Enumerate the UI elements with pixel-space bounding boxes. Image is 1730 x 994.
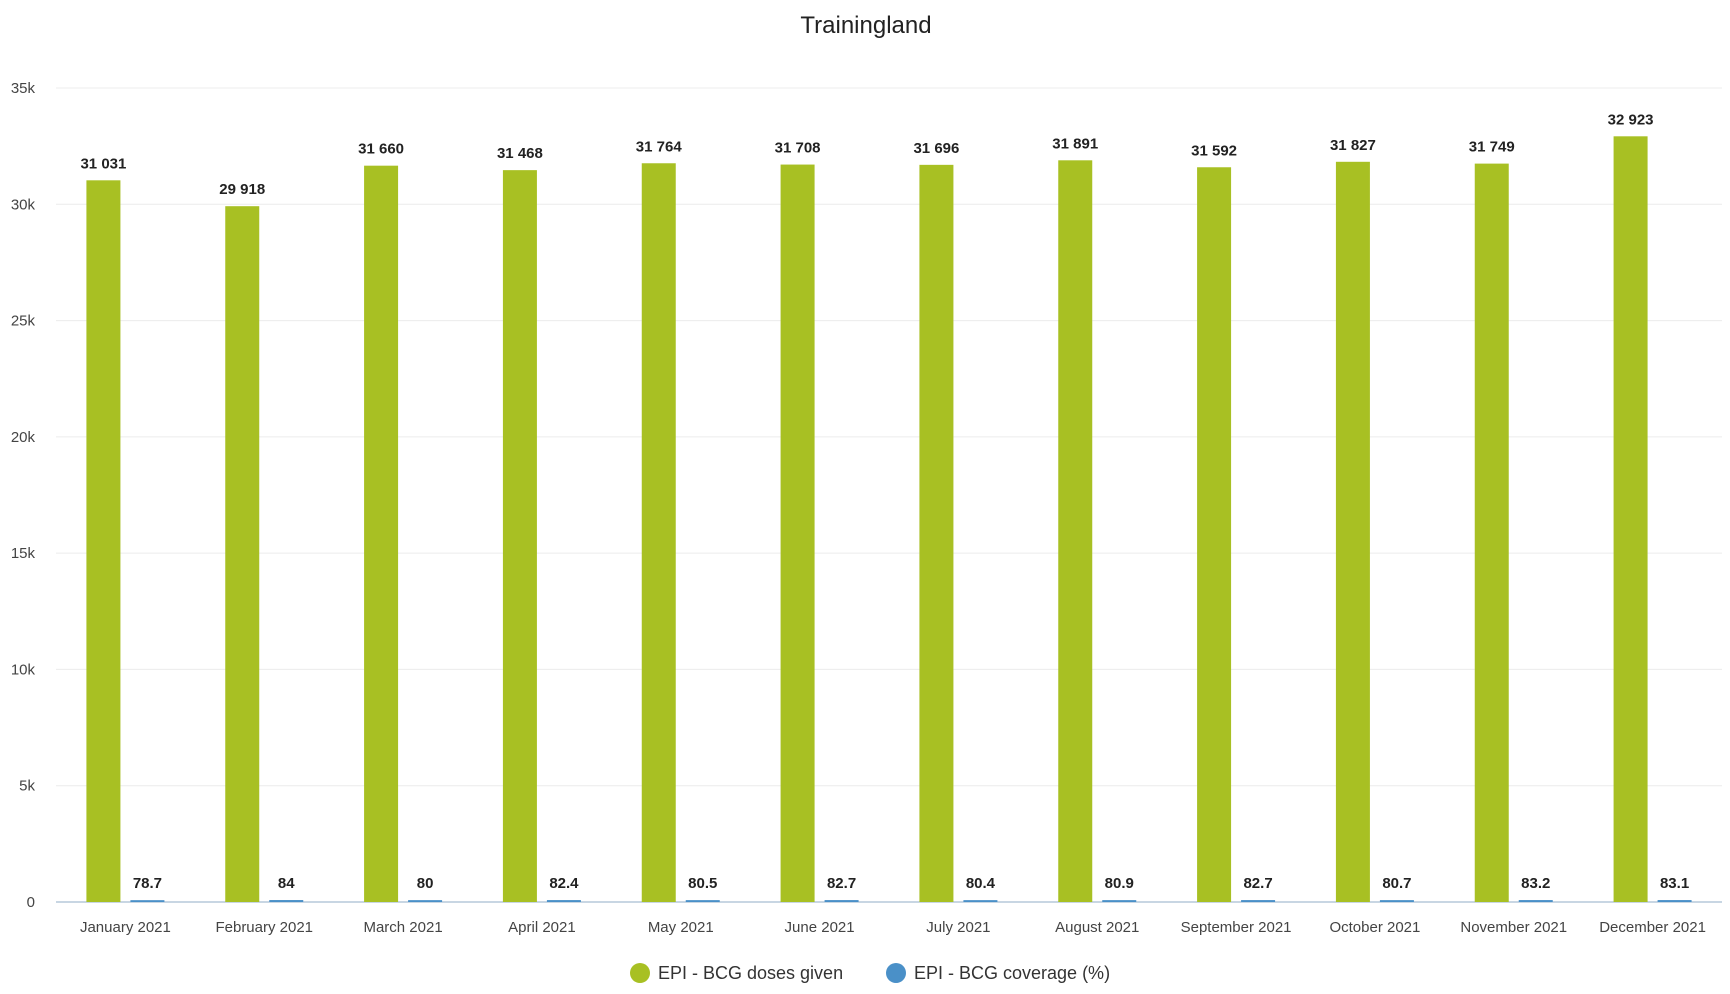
legend-label: EPI - BCG coverage (%): [914, 963, 1110, 983]
y-tick-label: 20k: [11, 429, 36, 446]
legend-item[interactable]: EPI - BCG doses given: [630, 963, 843, 983]
gridlines: [56, 87, 1722, 903]
bar[interactable]: [1058, 160, 1093, 902]
data-label: 31 708: [775, 140, 821, 157]
data-labels: 31 031 78.7 29 918 84 31 660 80 31 468 82.4 31 7…: [80, 111, 1689, 892]
data-label: 31 749: [1469, 139, 1515, 156]
legend: EPI - BCG doses given EPI - BCG coverage …: [630, 963, 1110, 983]
bar[interactable]: [364, 165, 399, 903]
chart-title: Trainingland: [800, 12, 931, 39]
data-label: 80.4: [966, 875, 996, 892]
data-label: 80.7: [1382, 875, 1411, 892]
data-label: 32 923: [1608, 111, 1654, 128]
legend-item[interactable]: EPI - BCG coverage (%): [886, 963, 1110, 983]
data-label: 82.4: [549, 875, 579, 892]
y-axis-ticks: 0 5k 10k 15k 20k 25k 30k 35k: [11, 80, 36, 911]
bar[interactable]: [1335, 161, 1370, 902]
y-tick-label: 0: [27, 894, 35, 911]
data-label: 29 918: [219, 181, 265, 198]
bar[interactable]: [130, 900, 165, 902]
bar[interactable]: [641, 163, 676, 902]
legend-label: EPI - BCG doses given: [658, 963, 843, 983]
y-tick-label: 15k: [11, 545, 36, 562]
data-label: 31 660: [358, 141, 404, 158]
data-label: 78.7: [133, 875, 162, 892]
x-tick-label: May 2021: [648, 919, 714, 936]
x-tick-label: October 2021: [1329, 919, 1420, 936]
data-label: 31 468: [497, 145, 543, 162]
legend-marker: [630, 963, 650, 983]
bar[interactable]: [1474, 163, 1509, 902]
data-label: 80: [417, 875, 434, 892]
legend-marker: [886, 963, 906, 983]
x-tick-label: March 2021: [363, 919, 442, 936]
bar[interactable]: [919, 164, 954, 902]
bar[interactable]: [408, 900, 443, 902]
x-tick-label: November 2021: [1460, 919, 1567, 936]
bar[interactable]: [1518, 900, 1553, 902]
bar[interactable]: [502, 170, 537, 902]
x-tick-label: August 2021: [1055, 919, 1139, 936]
y-tick-label: 35k: [11, 80, 36, 97]
bar[interactable]: [1102, 900, 1137, 902]
bar[interactable]: [685, 900, 720, 902]
data-label: 82.7: [827, 875, 856, 892]
x-tick-label: February 2021: [215, 919, 313, 936]
data-label: 31 696: [913, 140, 959, 157]
bar[interactable]: [1379, 900, 1414, 902]
x-axis-ticks: January 2021 February 2021 March 2021 April…: [80, 919, 1706, 936]
bar[interactable]: [1197, 167, 1232, 902]
x-tick-label: July 2021: [926, 919, 990, 936]
bar[interactable]: [225, 206, 260, 902]
x-tick-label: September 2021: [1181, 919, 1292, 936]
data-label: 31 891: [1052, 135, 1098, 152]
bar[interactable]: [546, 900, 581, 902]
x-tick-label: April 2021: [508, 919, 576, 936]
data-label: 31 592: [1191, 142, 1237, 159]
data-label: 83.1: [1660, 875, 1689, 892]
data-label: 31 031: [80, 155, 126, 172]
x-tick-label: June 2021: [785, 919, 855, 936]
x-tick-label: December 2021: [1599, 919, 1706, 936]
bar[interactable]: [269, 900, 304, 902]
bar[interactable]: [963, 900, 998, 902]
bar[interactable]: [1241, 900, 1276, 902]
data-label: 31 827: [1330, 137, 1376, 154]
bar[interactable]: [86, 180, 121, 902]
data-label: 83.2: [1521, 875, 1550, 892]
y-tick-label: 10k: [11, 661, 36, 678]
data-label: 80.5: [688, 875, 717, 892]
data-label: 84: [278, 875, 295, 892]
bars: [86, 136, 1692, 903]
bar[interactable]: [780, 164, 815, 903]
y-tick-label: 5k: [19, 778, 35, 795]
x-tick-label: January 2021: [80, 919, 171, 936]
data-label: 80.9: [1105, 875, 1134, 892]
bar[interactable]: [1613, 136, 1648, 903]
y-tick-label: 25k: [11, 313, 36, 330]
data-label: 82.7: [1243, 875, 1272, 892]
y-tick-label: 30k: [11, 196, 36, 213]
bar[interactable]: [1657, 900, 1692, 902]
data-label: 31 764: [636, 138, 683, 155]
bar[interactable]: [824, 900, 859, 902]
